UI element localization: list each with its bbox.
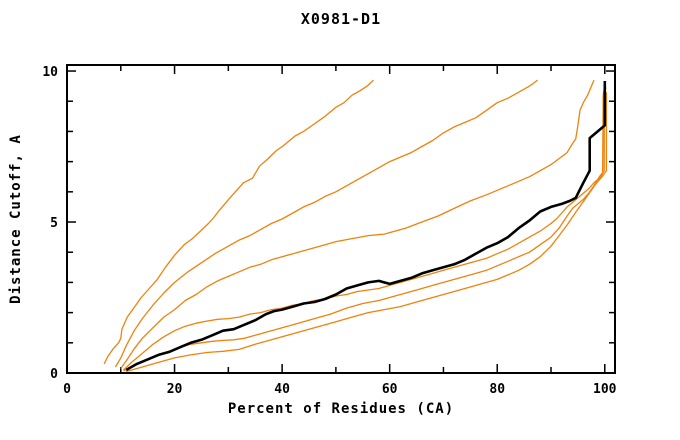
x-tick-label: 20 (167, 382, 183, 397)
model-curve-2 (114, 79, 538, 368)
y-tick-label: 5 (50, 216, 58, 231)
highlighted-model-curve (125, 81, 607, 372)
x-axis-label: Percent of Residues (CA) (227, 401, 455, 417)
model-curve-5 (123, 87, 607, 372)
x-tick-label: 40 (274, 382, 290, 397)
plot-title: X0981-D1 (300, 10, 382, 28)
x-tick-label: 0 (63, 382, 71, 397)
y-tick-label: 0 (50, 367, 58, 382)
model-curve-6 (126, 92, 608, 373)
x-tick-label: 100 (593, 382, 617, 397)
y-axis-label: Distance Cutoff, A (8, 134, 24, 304)
model-curve-1 (103, 79, 374, 365)
model-curve-4 (123, 84, 606, 371)
x-tick-label: 60 (382, 382, 398, 397)
x-tick-label: 80 (489, 382, 505, 397)
y-tick-label: 10 (42, 65, 58, 80)
model-curve-3 (120, 79, 595, 369)
axis-frame (66, 64, 616, 374)
